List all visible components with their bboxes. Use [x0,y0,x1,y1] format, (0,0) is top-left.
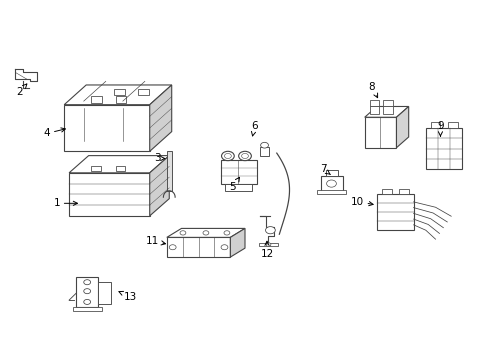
Bar [139,89,149,95]
Polygon shape [167,237,230,257]
Polygon shape [69,173,150,216]
Text: 6: 6 [251,121,258,136]
Bar [116,96,126,103]
Polygon shape [396,107,409,148]
Bar [116,166,125,171]
Polygon shape [365,117,396,148]
Text: 10: 10 [351,197,373,207]
Polygon shape [64,105,150,151]
Polygon shape [15,69,37,81]
Text: 12: 12 [260,241,273,258]
Bar [225,184,252,192]
Circle shape [84,289,91,294]
Bar [321,176,343,191]
Polygon shape [365,107,409,117]
Bar [377,194,414,230]
Bar [260,147,270,156]
Bar [220,160,257,184]
Circle shape [266,226,275,234]
Circle shape [221,245,228,250]
Circle shape [169,245,176,250]
Text: 13: 13 [119,291,137,302]
Bar [383,100,393,106]
Circle shape [203,231,209,235]
Bar [383,106,393,114]
Bar [448,122,458,128]
Bar [369,106,379,114]
Text: 5: 5 [229,177,240,192]
Polygon shape [167,228,245,237]
Bar [98,282,111,304]
Bar [399,189,409,194]
Text: 7: 7 [320,164,330,175]
Bar [369,100,379,106]
Circle shape [266,243,271,246]
Bar [76,277,98,307]
Circle shape [84,300,91,305]
Bar [91,96,102,103]
Bar [382,189,392,194]
Text: 2: 2 [16,84,27,97]
Bar [91,166,101,171]
Circle shape [224,153,231,158]
Polygon shape [69,156,169,173]
Bar [259,243,278,246]
Circle shape [180,231,186,235]
Text: 3: 3 [154,153,165,163]
Polygon shape [150,85,172,151]
Text: 1: 1 [53,198,77,208]
Bar [167,151,172,191]
Bar [431,122,441,128]
Bar [317,190,346,194]
Bar [426,128,463,169]
Bar [326,170,338,176]
Bar [114,89,125,95]
Polygon shape [64,85,172,105]
Circle shape [261,142,269,148]
Circle shape [242,153,248,158]
Circle shape [239,151,251,161]
Circle shape [221,151,234,161]
Polygon shape [150,156,169,216]
Bar [73,307,102,311]
Circle shape [84,280,91,285]
Text: 9: 9 [437,121,444,136]
Circle shape [327,180,336,187]
Polygon shape [230,228,245,257]
Text: 8: 8 [369,82,378,98]
Text: 11: 11 [146,236,166,246]
Text: 4: 4 [44,128,65,138]
Circle shape [224,231,230,235]
